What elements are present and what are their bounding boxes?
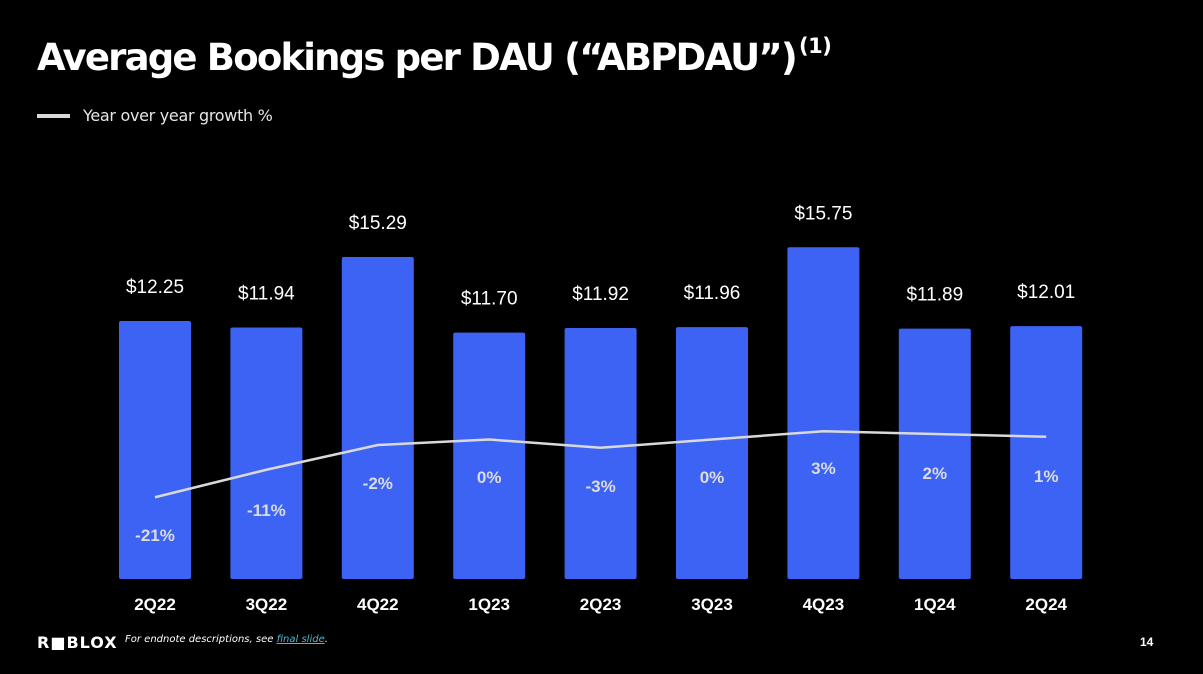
bar-1Q23 [453, 332, 526, 579]
category-label: 3Q23 [691, 595, 733, 614]
category-label: 2Q24 [1025, 595, 1067, 614]
category-labels: 2Q22 3Q22 4Q22 1Q23 2Q23 3Q23 4Q23 1Q24 2Q24 [134, 595, 1067, 614]
legend-label: Year over year growth % [83, 106, 273, 125]
title-footnote: (1) [799, 33, 832, 58]
page-number: 14 [1140, 635, 1154, 649]
bar-value-label: $11.96 [684, 283, 741, 304]
roblox-logo: R■BLOX [37, 633, 118, 652]
bar-value-label: $12.01 [1017, 282, 1075, 303]
bar-2Q23 [564, 327, 637, 579]
endnote-suffix: . [324, 634, 328, 645]
bar-4Q22 [341, 256, 414, 579]
growth-label: 3% [811, 459, 836, 478]
endnote-prefix: For endnote descriptions, see [125, 634, 277, 645]
category-label: 1Q23 [468, 595, 510, 614]
category-label: 4Q23 [803, 595, 845, 614]
bar-3Q23 [676, 327, 748, 579]
growth-labels: -21% -11% -2% 0% -3% 0% 3% 2% 1% [135, 459, 1058, 545]
category-label: 4Q22 [357, 595, 399, 614]
bar-2Q22 [119, 321, 191, 579]
category-label: 3Q22 [246, 595, 288, 614]
growth-label: -11% [247, 501, 286, 520]
slide-title: Average Bookings per DAU (“ABPDAU”) (1) [37, 33, 832, 79]
growth-label: -3% [585, 477, 615, 496]
category-label: 1Q24 [914, 595, 956, 614]
bar-value-label: $15.75 [794, 203, 852, 224]
category-label: 2Q23 [580, 595, 622, 614]
bar-value-label: $12.25 [126, 277, 184, 298]
title-text: Average Bookings per DAU (“ABPDAU”) [37, 36, 798, 79]
bar-value-label: $15.29 [349, 213, 407, 234]
bar-4Q23 [787, 247, 860, 579]
growth-label: 1% [1034, 467, 1059, 486]
bar-value-label: $11.92 [572, 284, 629, 305]
bar-value-labels: $12.25 $11.94 $15.29 $11.70 $11.92 $11.96 $15.… [126, 203, 1075, 309]
category-label: 2Q22 [134, 595, 176, 614]
growth-label: 0% [700, 468, 725, 487]
final-slide-link[interactable]: final slide [276, 634, 325, 645]
bar-value-label: $11.70 [461, 289, 518, 310]
growth-label: -2% [363, 474, 393, 493]
bar-value-label: $11.89 [906, 285, 963, 306]
growth-label: 2% [923, 464, 948, 483]
growth-label: 0% [477, 468, 502, 487]
bar-1Q24 [898, 328, 971, 579]
growth-line-group [154, 429, 1047, 499]
growth-label: -21% [135, 526, 175, 545]
endnote-text: For endnote descriptions, see final slid… [125, 634, 328, 645]
bar-3Q22 [230, 327, 303, 579]
bar-2Q24 [1010, 326, 1083, 579]
bar-value-label: $11.94 [238, 284, 295, 305]
bars-group [119, 247, 1083, 579]
chart-legend: Year over year growth % [37, 106, 273, 125]
legend-line-swatch-icon [37, 113, 70, 118]
